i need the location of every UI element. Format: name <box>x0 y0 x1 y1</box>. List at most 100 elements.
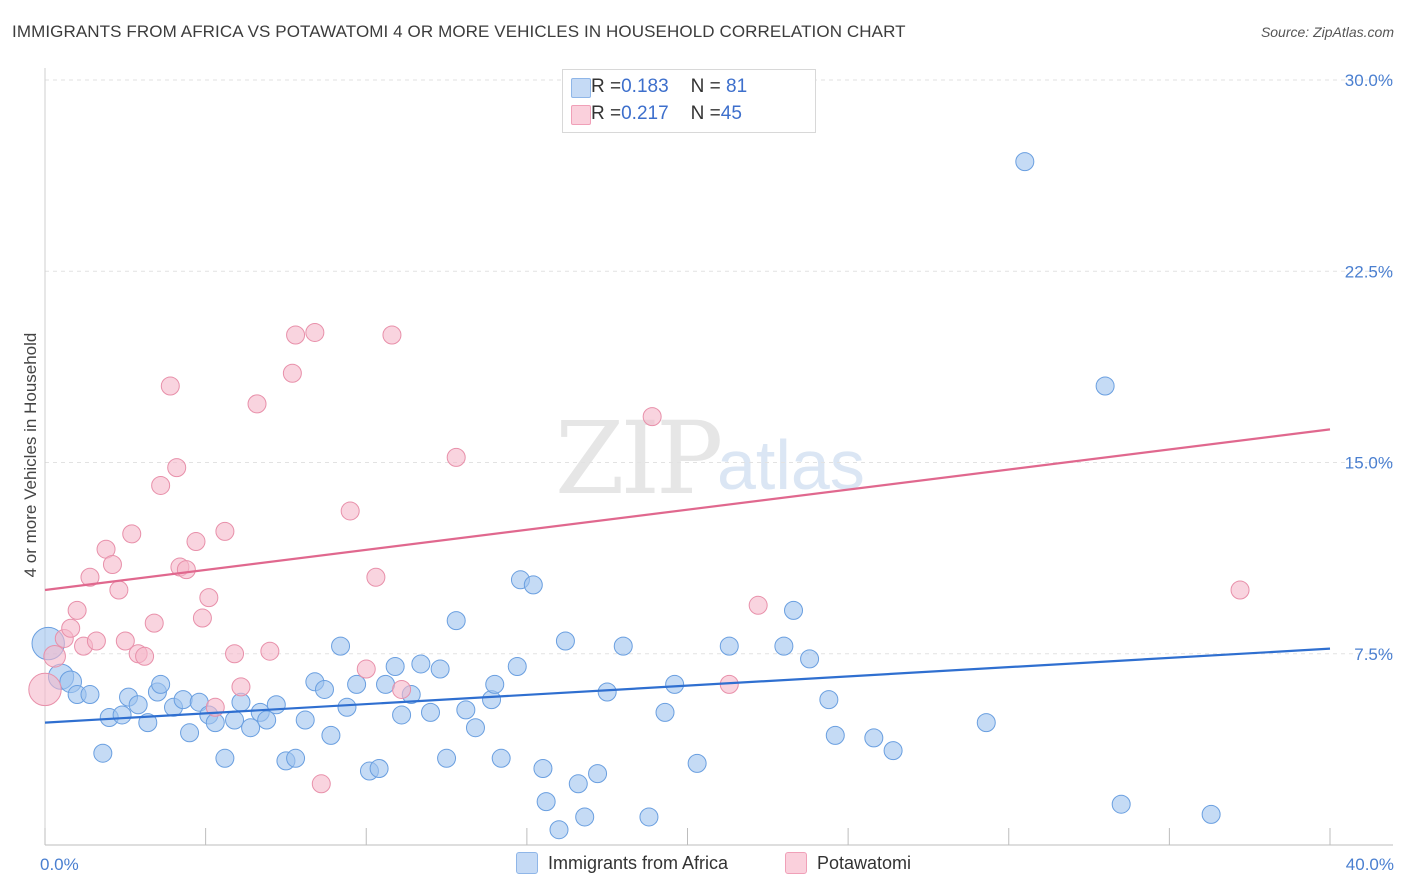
africa-point <box>314 679 334 699</box>
africa-point <box>347 674 367 694</box>
africa-point <box>93 743 113 763</box>
potawatomi-point <box>135 646 155 666</box>
potawatomi-point <box>366 567 386 587</box>
potawatomi-point <box>102 555 122 574</box>
africa-point <box>241 718 261 738</box>
legend-r-label: R = <box>591 103 622 124</box>
africa-trend-line <box>44 647 1331 724</box>
africa-point <box>976 713 996 733</box>
legend-n-value: 81 <box>720 76 748 97</box>
africa-point <box>568 774 588 794</box>
africa-point <box>1111 794 1131 814</box>
potawatomi-point <box>199 588 219 608</box>
legend-row-africa: R = 0.183 N = 81 <box>571 75 748 99</box>
africa-point <box>112 705 132 725</box>
potawatomi-point <box>43 645 66 668</box>
africa-point <box>369 759 389 778</box>
africa-point <box>523 575 543 595</box>
africa-point <box>639 807 659 827</box>
potawatomi-point <box>642 407 662 427</box>
africa-point <box>465 718 485 738</box>
potawatomi-point <box>247 394 267 414</box>
potawatomi-point <box>144 613 164 633</box>
potawatomi-point <box>311 774 331 794</box>
africa-point <box>173 690 193 710</box>
africa-point <box>437 748 457 768</box>
africa-point <box>883 741 903 761</box>
series-legend: Immigrants from Africa Potawatomi <box>0 852 1406 878</box>
africa-point <box>687 753 707 773</box>
series-name-africa: Immigrants from Africa <box>548 852 729 873</box>
y-tick-label: 22.5% <box>1345 262 1393 281</box>
africa-point <box>485 674 505 694</box>
x-tick-label: 0.0% <box>40 855 79 874</box>
africa-point <box>1095 376 1115 396</box>
africa-point <box>225 710 245 730</box>
potawatomi-point <box>215 521 235 541</box>
africa-point <box>138 713 158 733</box>
potawatomi-point <box>67 600 87 620</box>
africa-point <box>575 807 595 827</box>
potawatomi-point <box>192 608 212 628</box>
africa-point <box>215 748 235 768</box>
africa-point <box>151 674 171 694</box>
africa-point <box>536 792 556 812</box>
potawatomi-point <box>61 618 81 638</box>
africa-point <box>392 705 412 725</box>
legend-n-label: N = <box>690 103 721 124</box>
source-label: Source: ZipAtlas.com <box>1260 24 1394 40</box>
legend-row-potawatomi: R = 0.217 N = 45 <box>571 102 742 126</box>
africa-point <box>411 654 431 674</box>
chart-title: IMMIGRANTS FROM AFRICA VS POTAWATOMI 4 O… <box>12 22 906 41</box>
africa-point <box>665 674 685 694</box>
potawatomi-point <box>186 532 206 552</box>
africa-point <box>774 636 794 656</box>
potawatomi-point <box>28 672 62 707</box>
africa-point <box>266 695 286 715</box>
potawatomi-point <box>260 641 280 661</box>
africa-point <box>784 600 804 620</box>
africa-point <box>825 725 845 745</box>
africa-point <box>819 690 839 710</box>
africa-point <box>719 636 739 656</box>
africa-point <box>597 682 617 702</box>
series-swatch-potawatomi <box>785 852 807 874</box>
africa-point <box>555 631 575 651</box>
potawatomi-point <box>80 567 100 587</box>
africa-point <box>257 710 277 730</box>
africa-point <box>800 649 820 669</box>
africa-point <box>80 685 100 705</box>
potawatomi-point <box>356 659 376 679</box>
potawatomi-point <box>748 595 768 615</box>
africa-point <box>1015 152 1035 172</box>
potawatomi-point <box>282 363 302 383</box>
legend-n-value: 45 <box>720 103 742 124</box>
potawatomi-point <box>151 475 171 495</box>
correlation-legend: R = 0.183 N = 81 R = 0.217 N = 45 <box>562 69 816 133</box>
potawatomi-point <box>160 376 180 396</box>
africa-point <box>421 702 440 722</box>
africa-point <box>533 759 553 778</box>
africa-point <box>446 611 466 631</box>
africa-point <box>456 700 476 720</box>
x-tick-label: 40.0% <box>1346 855 1394 874</box>
africa-point <box>613 636 633 656</box>
potawatomi-point <box>231 677 251 697</box>
africa-point <box>180 723 200 743</box>
potawatomi-point <box>382 325 402 345</box>
y-tick-label: 30.0% <box>1345 71 1393 90</box>
legend-swatch-africa <box>571 78 591 98</box>
potawatomi-point <box>305 322 325 342</box>
series-legend-africa: Immigrants from Africa <box>516 852 728 874</box>
legend-r-value: 0.217 <box>621 103 669 124</box>
potawatomi-point <box>1230 580 1250 600</box>
legend-n-label: N = <box>690 76 721 97</box>
africa-point <box>864 728 884 748</box>
potawatomi-point <box>392 679 412 699</box>
potawatomi-point <box>176 560 196 580</box>
series-legend-potawatomi: Potawatomi <box>785 852 911 874</box>
series-name-potawatomi: Potawatomi <box>817 852 912 873</box>
africa-point <box>482 690 502 710</box>
potawatomi-point <box>115 631 135 651</box>
